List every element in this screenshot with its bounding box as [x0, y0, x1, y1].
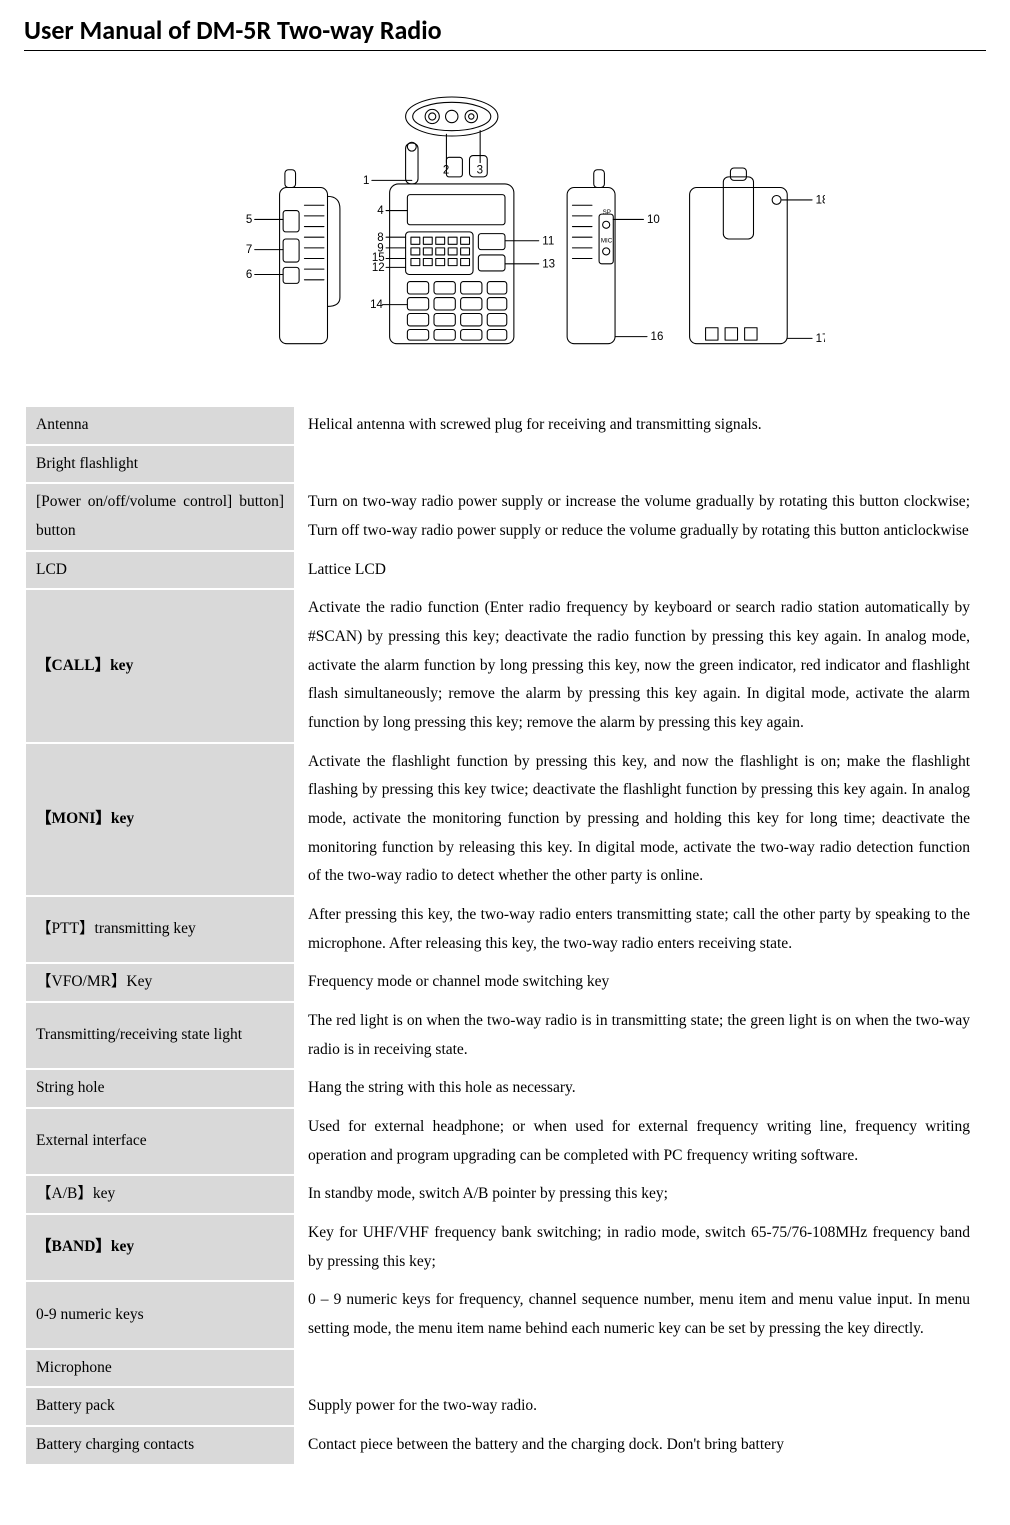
- table-row: Battery packSupply power for the two-way…: [26, 1388, 982, 1425]
- svg-text:4: 4: [377, 205, 384, 217]
- svg-text:11: 11: [542, 235, 554, 247]
- row-desc: Turn on two-way radio power supply or in…: [296, 484, 982, 549]
- table-row: 【MONI】keyActivate the flashlight functio…: [26, 744, 982, 895]
- table-row: Bright flashlight: [26, 446, 982, 483]
- svg-text:7: 7: [246, 244, 252, 256]
- table-row: 【CALL】keyActivate the radio function (En…: [26, 590, 982, 741]
- table-row: LCDLattice LCD: [26, 552, 982, 589]
- svg-text:10: 10: [647, 214, 660, 226]
- row-label: Bright flashlight: [26, 446, 294, 483]
- svg-text:6: 6: [246, 269, 252, 281]
- row-desc: 0 – 9 numeric keys for frequency, channe…: [296, 1282, 982, 1347]
- table-row: Microphone: [26, 1350, 982, 1387]
- row-desc: Lattice LCD: [296, 552, 982, 589]
- row-desc: Key for UHF/VHF frequency bank switching…: [296, 1215, 982, 1280]
- table-row: [Power on/off/volume control] button] bu…: [26, 484, 982, 549]
- row-label: 【CALL】key: [26, 590, 294, 741]
- row-label: 【VFO/MR】Key: [26, 964, 294, 1001]
- row-label: Antenna: [26, 407, 294, 444]
- row-label: String hole: [26, 1070, 294, 1107]
- spec-table: AntennaHelical antenna with screwed plug…: [24, 405, 984, 1466]
- svg-text:MIC: MIC: [601, 238, 613, 245]
- row-desc: After pressing this key, the two-way rad…: [296, 897, 982, 962]
- row-desc: Contact piece between the battery and th…: [296, 1427, 982, 1464]
- row-label: 【PTT】transmitting key: [26, 897, 294, 962]
- page-title: User Manual of DM-5R Two-way Radio: [24, 14, 986, 46]
- row-desc: Supply power for the two-way radio.: [296, 1388, 982, 1425]
- row-label: Transmitting/receiving state light: [26, 1003, 294, 1068]
- row-label: External interface: [26, 1109, 294, 1174]
- row-desc: The red light is on when the two-way rad…: [296, 1003, 982, 1068]
- row-desc: [296, 1350, 982, 1387]
- row-desc: Hang the string with this hole as necess…: [296, 1070, 982, 1107]
- title-rule: [24, 50, 986, 51]
- row-label: 【BAND】key: [26, 1215, 294, 1280]
- row-desc: [296, 446, 982, 483]
- svg-text:5: 5: [246, 214, 252, 226]
- row-desc: Helical antenna with screwed plug for re…: [296, 407, 982, 444]
- svg-text:18: 18: [816, 194, 825, 206]
- svg-text:14: 14: [370, 299, 383, 311]
- row-desc: Activate the radio function (Enter radio…: [296, 590, 982, 741]
- row-label: LCD: [26, 552, 294, 589]
- row-label: Battery charging contacts: [26, 1427, 294, 1464]
- row-desc: Activate the flashlight function by pres…: [296, 744, 982, 895]
- row-desc: Used for external headphone; or when use…: [296, 1109, 982, 1174]
- row-label: 【MONI】key: [26, 744, 294, 895]
- svg-text:13: 13: [542, 258, 555, 270]
- radio-diagram: SP MIC 1 2 3 4 5 6 7 8 9 10 11 12 13 14 …: [24, 81, 986, 365]
- row-label: Battery pack: [26, 1388, 294, 1425]
- row-label: [Power on/off/volume control] button] bu…: [26, 484, 294, 549]
- table-row: AntennaHelical antenna with screwed plug…: [26, 407, 982, 444]
- table-row: Battery charging contactsContact piece b…: [26, 1427, 982, 1464]
- row-label: 【A/B】key: [26, 1176, 294, 1213]
- table-row: 【BAND】keyKey for UHF/VHF frequency bank …: [26, 1215, 982, 1280]
- row-desc: Frequency mode or channel mode switching…: [296, 964, 982, 1001]
- diagram-svg: SP MIC 1 2 3 4 5 6 7 8 9 10 11 12 13 14 …: [185, 81, 825, 365]
- svg-text:1: 1: [363, 175, 369, 187]
- svg-text:SP: SP: [603, 209, 611, 216]
- table-row: 【PTT】transmitting keyAfter pressing this…: [26, 897, 982, 962]
- row-label: Microphone: [26, 1350, 294, 1387]
- table-row: 【VFO/MR】KeyFrequency mode or channel mod…: [26, 964, 982, 1001]
- table-row: External interfaceUsed for external head…: [26, 1109, 982, 1174]
- table-row: Transmitting/receiving state lightThe re…: [26, 1003, 982, 1068]
- svg-text:2: 2: [443, 164, 449, 176]
- svg-text:3: 3: [477, 164, 483, 176]
- table-row: 【A/B】keyIn standby mode, switch A/B poin…: [26, 1176, 982, 1213]
- svg-text:16: 16: [651, 331, 664, 343]
- svg-text:15: 15: [372, 252, 385, 264]
- table-row: 0-9 numeric keys0 – 9 numeric keys for f…: [26, 1282, 982, 1347]
- row-label: 0-9 numeric keys: [26, 1282, 294, 1347]
- svg-text:17: 17: [816, 333, 825, 345]
- table-row: String holeHang the string with this hol…: [26, 1070, 982, 1107]
- row-desc: In standby mode, switch A/B pointer by p…: [296, 1176, 982, 1213]
